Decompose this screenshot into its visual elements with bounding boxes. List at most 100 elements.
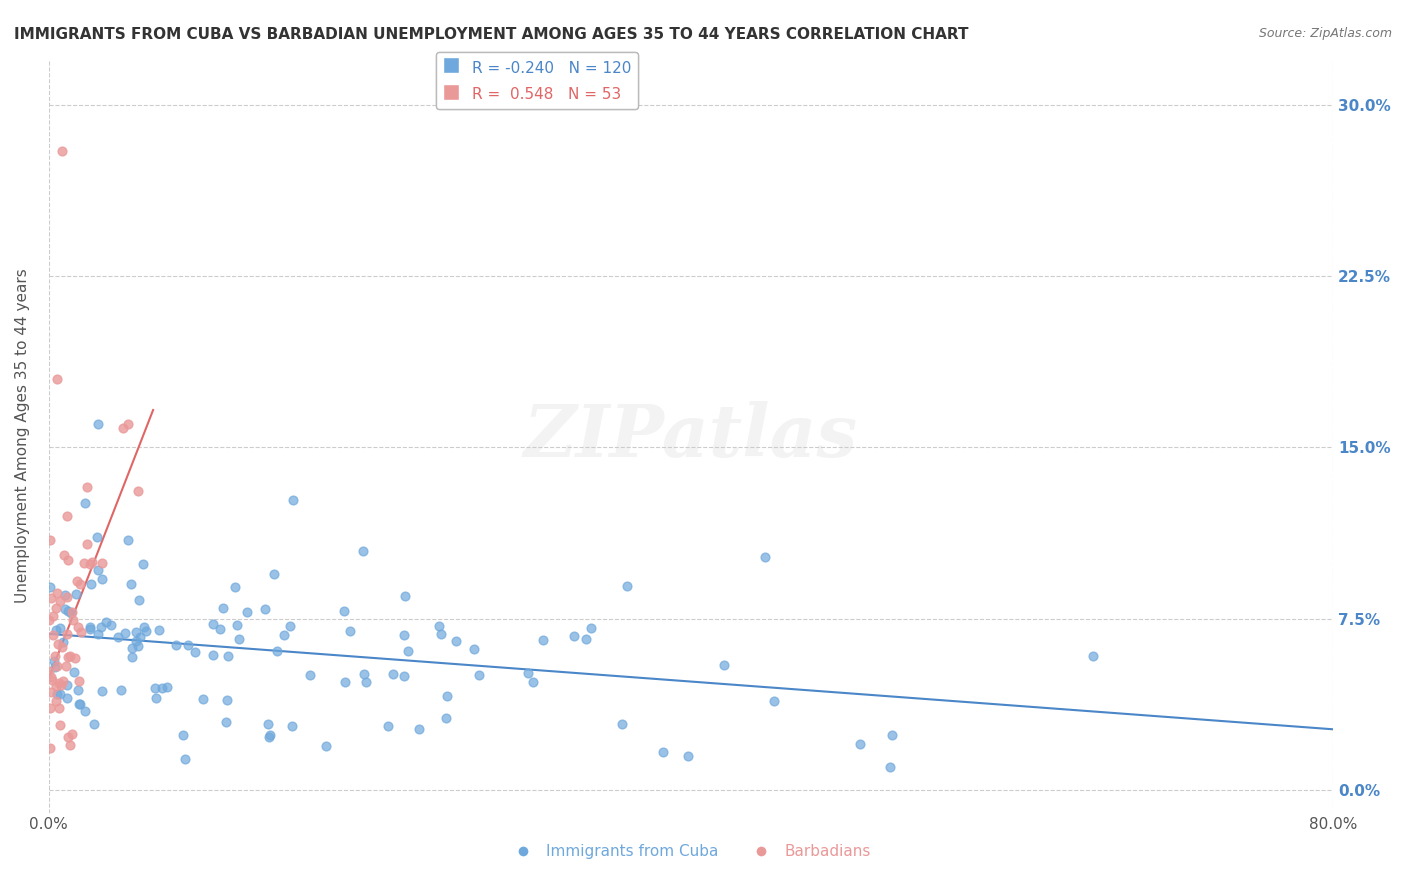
Point	[125, 624, 148, 639]
Point	[430, 627, 453, 641]
Point	[335, 675, 357, 690]
Point	[90, 620, 112, 634]
Point	[66, 620, 89, 634]
Point	[45, 601, 67, 615]
Point	[52, 635, 75, 649]
Point	[117, 533, 139, 547]
Point	[49, 621, 72, 635]
Point	[211, 601, 233, 615]
Point	[90, 557, 112, 571]
Point	[434, 710, 457, 724]
Point	[463, 641, 485, 656]
Point	[110, 683, 132, 698]
Point	[67, 698, 90, 712]
Point	[75, 705, 97, 719]
Point	[60, 605, 83, 619]
Point	[82, 555, 104, 569]
Point	[228, 632, 250, 647]
Point	[531, 633, 554, 648]
Point	[353, 667, 375, 681]
Point	[66, 574, 89, 589]
Point	[42, 628, 65, 642]
Point	[60, 727, 83, 741]
Point	[56, 730, 79, 744]
Point	[145, 691, 167, 706]
Point	[392, 627, 415, 641]
Point	[202, 616, 225, 631]
Point	[52, 549, 75, 563]
Point	[49, 687, 72, 701]
Point	[73, 496, 96, 510]
Point	[45, 658, 67, 673]
Point	[91, 684, 114, 698]
Point	[882, 728, 904, 742]
Point	[100, 617, 122, 632]
Point	[315, 739, 337, 753]
Point	[38, 613, 60, 627]
Point	[38, 664, 60, 678]
Point	[44, 660, 66, 674]
Point	[128, 630, 150, 644]
Point	[177, 639, 200, 653]
Point	[408, 722, 430, 736]
Point	[879, 760, 901, 774]
Point	[575, 632, 598, 647]
Point	[224, 580, 246, 594]
Point	[41, 673, 63, 688]
Point	[51, 144, 73, 158]
Point	[117, 417, 139, 431]
Point	[39, 701, 62, 715]
Point	[762, 694, 785, 708]
Point	[53, 602, 76, 616]
Point	[184, 645, 207, 659]
Point	[70, 624, 93, 639]
Point	[333, 604, 356, 618]
Point	[579, 621, 602, 635]
Point	[46, 637, 69, 651]
Point	[382, 666, 405, 681]
Point	[522, 675, 544, 690]
Point	[127, 639, 149, 653]
Point	[79, 620, 101, 634]
Point	[42, 654, 65, 668]
Point	[562, 629, 585, 643]
Point	[91, 572, 114, 586]
Point	[127, 483, 149, 498]
Point	[69, 697, 91, 711]
Point	[283, 493, 305, 508]
Point	[354, 674, 377, 689]
Point	[45, 694, 67, 708]
Point	[217, 648, 239, 663]
Point	[165, 638, 187, 652]
Text: Source: ZipAtlas.com: Source: ZipAtlas.com	[1258, 27, 1392, 40]
Point	[39, 580, 62, 594]
Point	[42, 608, 65, 623]
Point	[120, 577, 142, 591]
Point	[121, 650, 143, 665]
Point	[612, 717, 634, 731]
Point	[67, 682, 90, 697]
Point	[174, 751, 197, 765]
Point	[76, 537, 98, 551]
Point	[62, 613, 84, 627]
Point	[427, 619, 450, 633]
Point	[87, 417, 110, 432]
Point	[299, 667, 322, 681]
Point	[45, 585, 67, 599]
Point	[45, 623, 67, 637]
Point	[39, 669, 62, 683]
Point	[45, 372, 67, 386]
Point	[134, 624, 156, 639]
Point	[48, 594, 70, 608]
Point	[87, 563, 110, 577]
Point	[263, 567, 285, 582]
Point	[156, 680, 179, 694]
Point	[56, 590, 79, 604]
Point	[132, 557, 155, 571]
Point	[676, 749, 699, 764]
Point	[436, 690, 458, 704]
Point	[651, 745, 673, 759]
Y-axis label: Unemployment Among Ages 35 to 44 years: Unemployment Among Ages 35 to 44 years	[15, 268, 30, 604]
Point	[48, 700, 70, 714]
Point	[53, 588, 76, 602]
